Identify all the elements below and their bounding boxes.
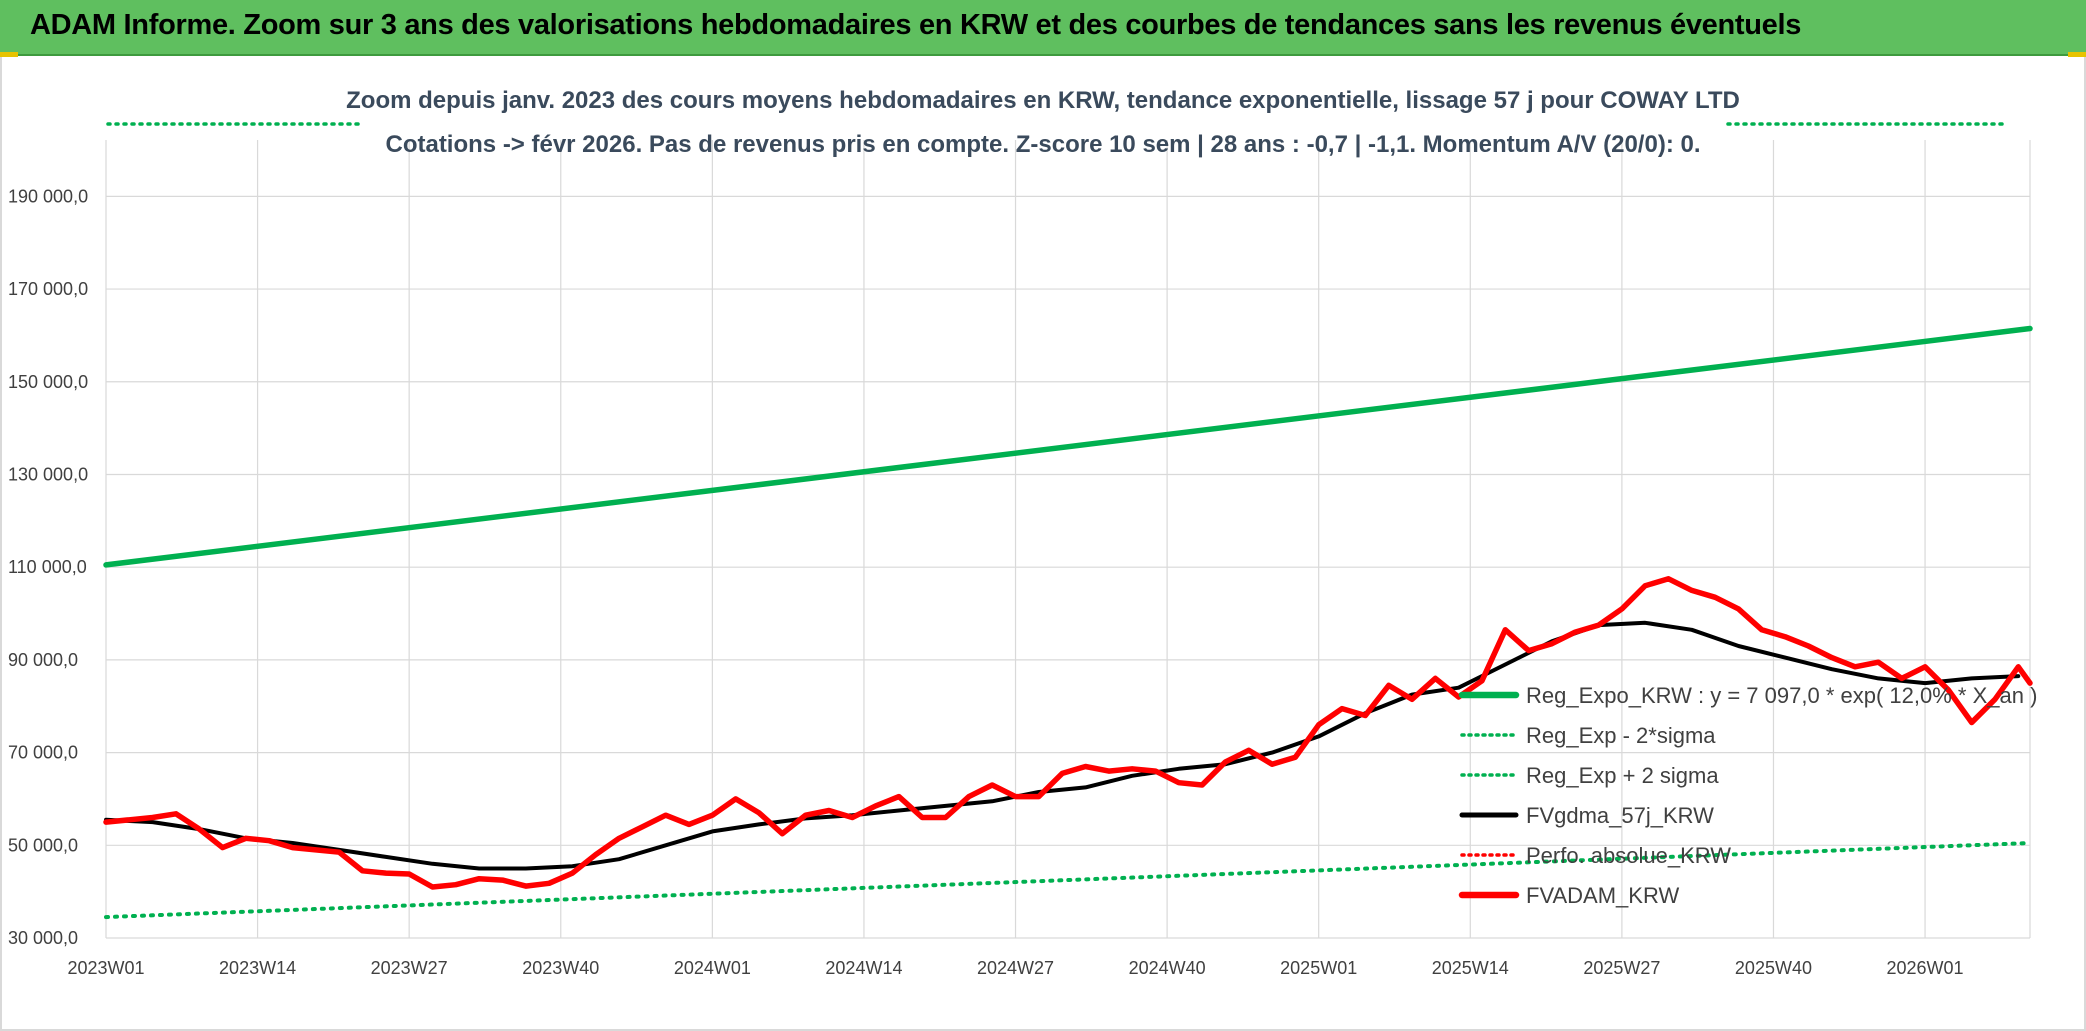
x-tick-label: 2026W01 <box>1887 958 1964 978</box>
y-tick-label: 190 000,0 <box>8 186 88 206</box>
series-line-1 <box>104 841 2032 920</box>
title-banner: ADAM Informe. Zoom sur 3 ans des valoris… <box>0 0 2086 56</box>
y-tick-label: 90 000,0 <box>8 650 78 670</box>
x-tick-label: 2023W27 <box>371 958 448 978</box>
y-tick-label: 170 000,0 <box>8 279 88 299</box>
legend: Reg_Expo_KRW : y = 7 097,0 * exp( 12,0% … <box>1458 683 2037 908</box>
y-tick-label: 150 000,0 <box>8 372 88 392</box>
legend-label: Perfo. absolue_KRW <box>1526 843 1731 868</box>
legend-label: Reg_Expo_KRW : y = 7 097,0 * exp( 12,0% … <box>1526 683 2037 708</box>
legend-label: Reg_Exp - 2*sigma <box>1526 723 1716 748</box>
y-tick-label: 30 000,0 <box>8 928 78 948</box>
legend-label: FVgdma_57j_KRW <box>1526 803 1714 828</box>
chart-subtitle-line2: Cotations -> févr 2026. Pas de revenus p… <box>385 131 1700 158</box>
x-tick-label: 2023W14 <box>219 958 296 978</box>
x-tick-label: 2024W14 <box>825 958 902 978</box>
y-tick-label: 50 000,0 <box>8 835 78 855</box>
corner-mark-right <box>2068 52 2086 57</box>
legend-label: Reg_Exp + 2 sigma <box>1526 763 1719 788</box>
x-tick-label: 2025W40 <box>1735 958 1812 978</box>
x-tick-label: 2024W27 <box>977 958 1054 978</box>
x-tick-label: 2025W01 <box>1280 958 1357 978</box>
grid-lines <box>105 140 2031 939</box>
y-tick-label: 110 000,0 <box>8 557 87 577</box>
x-tick-label: 2023W01 <box>67 958 144 978</box>
x-tick-label: 2024W01 <box>674 958 751 978</box>
series-line-5 <box>103 576 2033 890</box>
y-axis-tick-labels: 30 000,0 50 000,0 70 000,0 90 000,0 110 000,… <box>8 186 88 948</box>
series-line-3 <box>104 620 2021 871</box>
x-tick-label: 2025W27 <box>1583 958 1660 978</box>
corner-mark-left <box>0 52 18 57</box>
chart-subtitle-line1: Zoom depuis janv. 2023 des cours moyens … <box>346 87 1740 114</box>
y-tick-label: 130 000,0 <box>8 464 88 484</box>
series-line-0 <box>103 325 2033 568</box>
series-layer <box>103 325 2033 920</box>
x-tick-label: 2024W40 <box>1129 958 1206 978</box>
x-tick-label: 2025W14 <box>1432 958 1509 978</box>
report-title: ADAM Informe. Zoom sur 3 ans des valoris… <box>30 9 1802 41</box>
x-tick-label: 2023W40 <box>522 958 599 978</box>
x-axis-tick-labels: 2023W01 2023W14 2023W27 2023W40 2024W01 2024W… <box>67 958 1963 978</box>
y-tick-label: 70 000,0 <box>8 743 78 763</box>
legend-label: FVADAM_KRW <box>1526 883 1679 908</box>
